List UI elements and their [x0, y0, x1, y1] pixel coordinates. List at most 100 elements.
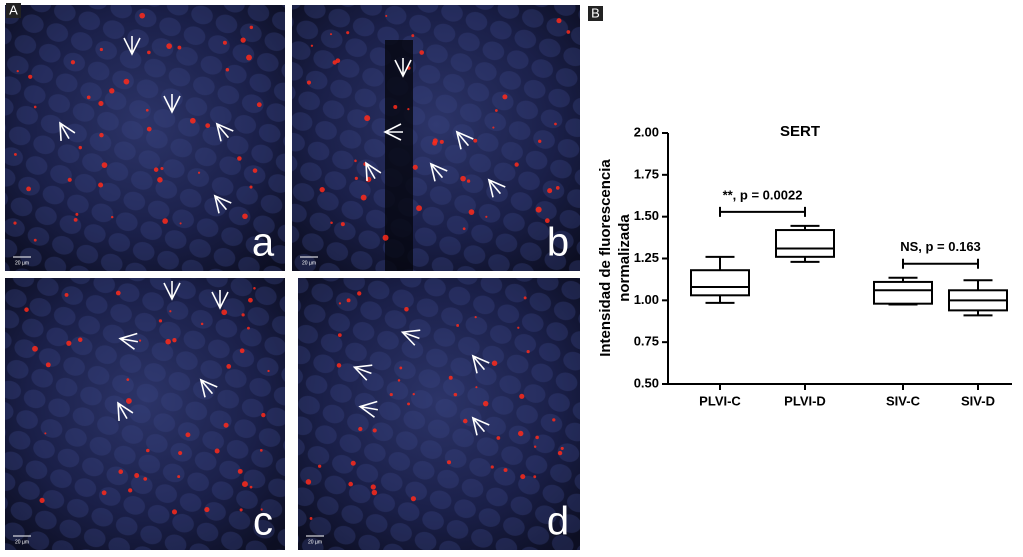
red-signal: [306, 80, 312, 85]
red-signal: [249, 185, 253, 189]
red-signal: [330, 221, 333, 224]
red-signal: [189, 117, 196, 124]
red-signal: [214, 448, 220, 454]
red-signal: [412, 392, 415, 396]
red-signal: [247, 326, 250, 330]
red-signal: [329, 33, 333, 36]
red-signal: [305, 479, 312, 485]
red-signal: [411, 34, 415, 38]
x-tick-label: PLVI-D: [784, 393, 826, 408]
red-signal: [86, 95, 91, 100]
red-signal: [200, 322, 204, 326]
micrograph-texture: [5, 5, 285, 271]
red-signal: [13, 152, 17, 156]
red-signal: [407, 402, 411, 406]
red-signal: [33, 105, 37, 109]
red-signal: [242, 213, 248, 220]
arrow: [352, 364, 373, 381]
red-signal: [78, 145, 82, 150]
red-signal: [172, 338, 177, 343]
tissue-gap: [385, 40, 413, 271]
red-signal: [404, 306, 409, 312]
red-signal: [146, 448, 150, 453]
red-signal: [239, 348, 245, 354]
red-signal: [267, 369, 270, 373]
red-signal: [77, 337, 83, 342]
micrograph-texture: [298, 278, 580, 550]
arrow: [163, 281, 181, 301]
arrow: [429, 162, 448, 182]
red-signal: [139, 12, 146, 19]
red-signal: [346, 298, 351, 303]
red-signal: [13, 221, 17, 225]
red-signal: [370, 484, 376, 490]
red-signal: [75, 212, 79, 216]
red-signal: [179, 222, 182, 225]
red-signal: [475, 386, 478, 389]
red-signal: [157, 177, 163, 183]
scale-bar-label: 20 µm: [302, 260, 316, 266]
red-signal: [185, 432, 191, 438]
arrow: [383, 123, 403, 141]
red-signal: [399, 366, 403, 370]
red-signal: [439, 139, 444, 144]
arrow: [471, 354, 490, 374]
red-signal: [222, 40, 227, 45]
x-tick-label: SIV-D: [961, 393, 995, 408]
red-signal: [318, 464, 322, 468]
red-signal: [412, 164, 418, 170]
red-signal: [32, 345, 38, 352]
red-signal: [360, 194, 367, 201]
red-signal: [239, 508, 243, 512]
red-signal: [225, 67, 230, 72]
arrow: [117, 401, 134, 421]
red-signal: [115, 290, 121, 296]
red-signal: [340, 222, 345, 227]
red-signal: [419, 50, 425, 55]
y-tick-label: 0.75: [634, 334, 659, 349]
red-signal: [73, 217, 78, 222]
red-signal: [145, 108, 149, 112]
red-signal: [24, 307, 29, 312]
red-signal: [473, 138, 478, 143]
red-signal: [240, 37, 246, 43]
micrograph-texture: [292, 5, 580, 271]
red-signal: [518, 430, 524, 437]
red-signal: [520, 474, 526, 480]
red-signal: [134, 473, 140, 478]
red-signal: [338, 302, 342, 305]
red-signal: [382, 234, 389, 241]
red-signal: [517, 326, 520, 329]
red-signal: [332, 60, 337, 65]
red-signal: [371, 489, 378, 496]
red-signal: [177, 475, 181, 479]
red-signal: [393, 104, 398, 109]
arrow: [471, 416, 490, 436]
red-signal: [16, 69, 19, 73]
arrow: [215, 122, 234, 142]
red-signal: [336, 363, 342, 368]
significance-label: NS, p = 0.163: [900, 239, 981, 254]
red-signal: [110, 215, 114, 219]
x-tick-label: SIV-C: [886, 393, 921, 408]
micrographs: [5, 5, 580, 550]
red-signal: [45, 362, 51, 368]
red-signal: [566, 30, 571, 34]
red-signal: [519, 393, 525, 399]
red-signal: [462, 227, 466, 231]
x-tick-label: PLVI-C: [699, 393, 741, 408]
red-signal: [66, 340, 72, 346]
red-signal: [101, 162, 108, 169]
red-signal: [354, 176, 358, 180]
red-signal: [453, 392, 458, 397]
red-signal: [544, 218, 550, 224]
red-signal: [126, 378, 130, 382]
red-signal: [310, 44, 314, 47]
red-signal: [252, 168, 258, 173]
red-signal: [260, 508, 263, 511]
red-signal: [410, 496, 417, 502]
red-signal: [350, 460, 356, 466]
red-signal: [39, 497, 45, 504]
red-signal: [109, 88, 115, 94]
figure-label-box: [6, 3, 21, 18]
